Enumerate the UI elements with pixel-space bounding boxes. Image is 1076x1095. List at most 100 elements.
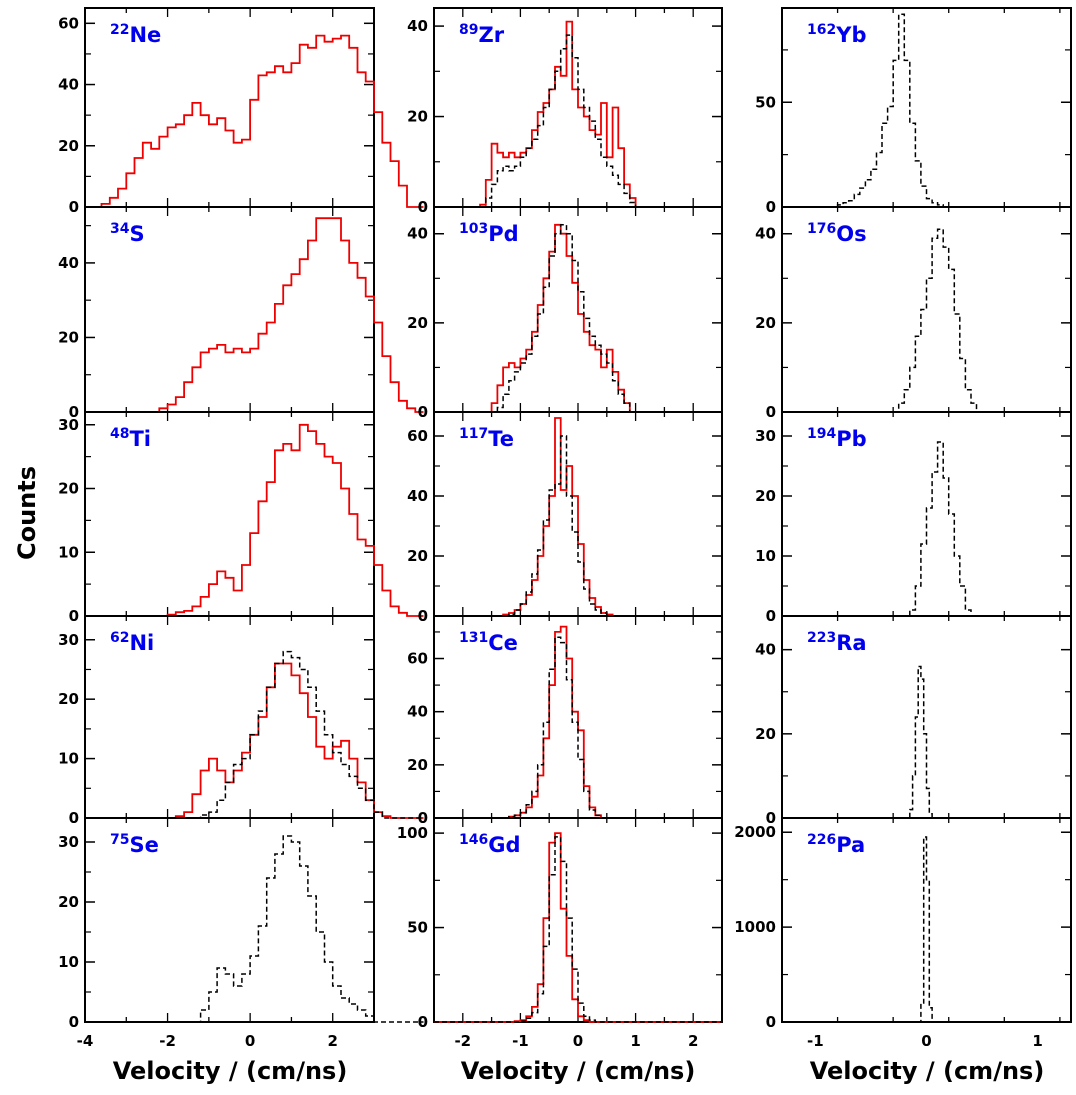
isotope-element: Ra	[836, 631, 866, 655]
panel-226Pa: 0 1000 2000 226Pa	[734, 817, 1072, 1031]
y-tick-label: 40	[407, 703, 428, 721]
y-tick-label: 1000	[734, 918, 776, 936]
y-tick-label: 40	[58, 254, 79, 272]
y-tick-label: 0	[69, 809, 79, 827]
isotope-element: Zr	[478, 23, 504, 47]
y-tick-label: 0	[766, 403, 776, 421]
isotope-label: 103Pd	[459, 221, 519, 246]
isotope-element: Os	[836, 222, 866, 246]
isotope-label: 75Se	[110, 832, 159, 857]
isotope-mass: 34	[110, 221, 130, 237]
isotope-mass: 162	[807, 22, 836, 38]
y-tick-label: 0	[69, 607, 79, 625]
x-tick-label: -4	[77, 1032, 94, 1050]
y-tick-label: 60	[58, 14, 79, 32]
panel-131Ce: 0 20 40 60 131Ce	[407, 615, 723, 827]
histogram-series-black-dashed	[85, 835, 424, 1023]
y-tick-label: 2000	[734, 823, 776, 841]
y-tick-label: 60	[407, 427, 428, 445]
histogram-series-black-dashed	[782, 441, 1071, 617]
isotope-label: 226Pa	[807, 832, 865, 857]
histogram-series-red-solid	[85, 662, 424, 819]
y-tick-label: 30	[58, 833, 79, 851]
y-axis-title: Counts	[13, 466, 41, 560]
panel-48Ti: 0 10 20 30 48Ti	[58, 411, 424, 625]
y-tick-label: 20	[58, 893, 79, 911]
histogram-series-black-dashed	[782, 228, 1071, 413]
isotope-label: 22Ne	[110, 22, 161, 47]
panel-146Gd: 0 50 100 146Gd	[397, 817, 723, 1031]
panel-89Zr: 0 20 40 89Zr	[407, 7, 723, 216]
x-axis-title-col-3: Velocity / (cm/ns)	[810, 1057, 1045, 1085]
panel-frame	[781, 206, 1072, 413]
y-tick-label: 0	[766, 607, 776, 625]
y-tick-label: 0	[766, 198, 776, 216]
y-tick-label: 0	[418, 607, 428, 625]
isotope-element: Pd	[488, 222, 518, 246]
y-tick-label: 0	[418, 809, 428, 827]
histogram-series-black-dashed	[782, 836, 1071, 1023]
y-tick-label: 50	[755, 93, 776, 111]
panel-117Te: 0 20 40 60 117Te	[407, 411, 723, 625]
y-tick-label: 40	[755, 225, 776, 243]
isotope-label: 89Zr	[459, 22, 505, 47]
histogram-series-red-solid	[85, 423, 424, 617]
y-tick-label: 20	[58, 328, 79, 346]
isotope-element: S	[129, 222, 144, 246]
isotope-mass: 194	[807, 426, 836, 442]
x-tick-label: -1	[512, 1032, 529, 1050]
y-tick-label: 10	[58, 750, 79, 768]
panel-223Ra: 0 20 40 223Ra	[755, 615, 1072, 827]
isotope-label: 223Ra	[807, 630, 867, 655]
isotope-label: 62Ni	[110, 630, 154, 655]
x-tick-label: 2	[327, 1032, 337, 1050]
isotope-element: Pa	[836, 833, 865, 857]
isotope-mass: 131	[459, 630, 488, 646]
y-tick-label: 30	[58, 631, 79, 649]
isotope-mass: 223	[807, 630, 836, 646]
histogram-series-black-dashed	[782, 665, 1071, 819]
histogram-series-black-dashed	[434, 34, 722, 208]
isotope-label: 34S	[110, 221, 145, 246]
panel-frame	[84, 206, 375, 413]
x-tick-label: 0	[245, 1032, 255, 1050]
y-tick-label: 40	[407, 487, 428, 505]
y-tick-label: 0	[418, 403, 428, 421]
histogram-series-red-solid	[434, 832, 722, 1023]
isotope-element: Ce	[488, 631, 518, 655]
panel-frame	[84, 817, 375, 1023]
x-tick-label: -2	[454, 1032, 471, 1050]
y-tick-label: 10	[755, 547, 776, 565]
isotope-label: 194Pb	[807, 426, 867, 451]
y-tick-label: 0	[418, 1013, 428, 1031]
histogram-series-red-solid	[85, 217, 424, 413]
y-tick-label: 10	[58, 543, 79, 561]
y-tick-label: 0	[69, 1013, 79, 1031]
y-tick-label: 20	[755, 487, 776, 505]
isotope-element: Ni	[129, 631, 154, 655]
y-tick-label: 40	[58, 76, 79, 94]
y-tick-label: 20	[58, 137, 79, 155]
y-tick-label: 40	[755, 641, 776, 659]
y-tick-label: 60	[407, 650, 428, 668]
y-tick-label: 0	[69, 403, 79, 421]
isotope-element: Se	[129, 833, 158, 857]
isotope-label: 146Gd	[459, 832, 521, 857]
panel-162Yb: 0 50 162Yb	[755, 7, 1072, 216]
isotope-mass: 117	[459, 426, 488, 442]
y-tick-label: 20	[407, 314, 428, 332]
isotope-mass: 146	[459, 832, 488, 848]
isotope-label: 48Ti	[110, 426, 151, 451]
panel-frame	[781, 411, 1072, 617]
y-tick-label: 20	[407, 547, 428, 565]
y-tick-label: 50	[407, 919, 428, 937]
x-axis-title-col-2: Velocity / (cm/ns)	[461, 1057, 696, 1085]
isotope-label: 117Te	[459, 426, 514, 451]
x-tick-label: 0	[921, 1032, 931, 1050]
y-tick-label: 0	[418, 198, 428, 216]
panel-176Os: 0 20 40 176Os	[755, 206, 1072, 421]
histogram-series-red-solid	[434, 223, 722, 413]
x-tick-label: -2	[159, 1032, 176, 1050]
